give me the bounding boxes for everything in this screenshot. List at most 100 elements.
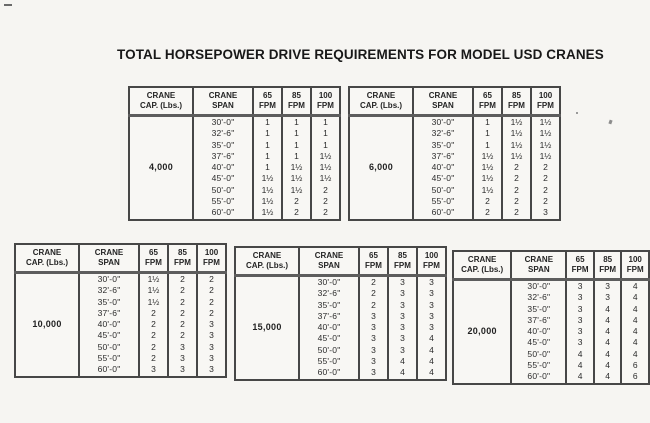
hp-value: 3: [387, 288, 417, 300]
table-row: 15,000 30'-0" 2 3 3: [235, 275, 446, 332]
header-line: CRANE: [467, 255, 497, 264]
hp-value: 3: [196, 341, 226, 354]
hp-value: 4: [620, 303, 649, 315]
hp-value: 2: [167, 272, 197, 286]
hp-value: 2: [501, 184, 531, 197]
header-line: FPM: [571, 265, 589, 274]
table-row: 37'-6" 3 3 3: [235, 310, 446, 323]
table-row: 37'-6" 1 1 1½: [129, 150, 340, 163]
hp-value: 3: [565, 279, 594, 293]
span-value: 30'-0": [78, 272, 139, 286]
hp-value: 2: [167, 330, 197, 342]
hp-value: 3: [565, 303, 594, 315]
table-row: 37'-6" 2 2 2: [15, 307, 226, 320]
hp-value: 1½: [281, 184, 311, 197]
header-line: 65: [263, 91, 272, 100]
hp-value: 1½: [501, 139, 531, 151]
col-header-100-fpm: 100 FPM: [196, 244, 226, 274]
hp-value: 3: [387, 322, 417, 334]
span-value: 32'-6": [510, 292, 567, 304]
hp-value: 3: [416, 288, 446, 300]
hp-value: 1½: [530, 150, 560, 163]
table-row: 32'-6" 3 3 4: [453, 292, 649, 304]
header-line: 65: [369, 251, 378, 260]
hp-value: 1½: [281, 173, 311, 185]
hp-value: 3: [358, 322, 388, 334]
table-row: 50'-0" 1½ 2 2: [349, 184, 560, 197]
hp-value: 3: [358, 310, 388, 323]
table-row: 35'-0" 1 1½ 1½: [349, 139, 560, 151]
table-row: 60'-0" 2 2 3: [349, 207, 560, 220]
hp-value: 1½: [501, 150, 531, 163]
hp-value: 3: [387, 344, 417, 357]
table-row: 60'-0" 3 3 3: [15, 364, 226, 377]
table-row: 4,000 30'-0" 1 1 1: [129, 115, 340, 172]
hp-value: 3: [565, 326, 594, 338]
header-line: CRANE: [252, 251, 282, 260]
span-value: 60'-0": [192, 207, 253, 220]
hp-value: 2: [472, 196, 502, 208]
hp-value: 3: [416, 322, 446, 334]
page-title: TOTAL HORSEPOWER DRIVE REQUIREMENTS FOR …: [117, 47, 604, 62]
header-line: 100: [538, 91, 553, 100]
col-header-crane-cap: CRANE CAP. (Lbs.): [235, 247, 299, 277]
hp-value: 2: [472, 207, 502, 220]
hp-value: 1½: [530, 115, 560, 129]
header-line: FPM: [288, 101, 305, 110]
col-header-65-fpm: 65 FPM: [565, 251, 594, 281]
hp-value: 3: [565, 292, 594, 304]
span-value: 32'-6": [412, 128, 473, 140]
hp-value: 1½: [530, 128, 560, 140]
span-value: 60'-0": [78, 364, 139, 377]
crane-table-10000: CRANE CAP. (Lbs.) CRANE SPAN 65 FPM 85 FPM 100 FP…: [14, 243, 227, 378]
scan-artifact: [576, 112, 578, 114]
capacity-value: 10,000: [32, 319, 62, 330]
table-row: 45'-0" 3 3 4: [235, 333, 446, 345]
span-value: 37'-6": [510, 314, 567, 327]
capacity-value: 20,000: [467, 326, 497, 337]
span-value: 60'-0": [510, 371, 567, 384]
header-line: FPM: [174, 258, 191, 267]
header-line: 65: [575, 255, 585, 264]
table-row: 37'-6" 1½ 1½ 1½: [349, 150, 560, 163]
hp-value: 1½: [472, 184, 502, 197]
hp-value: 3: [196, 330, 226, 342]
hp-value: 6: [620, 371, 649, 384]
hp-value: 3: [358, 344, 388, 357]
hp-value: 4: [416, 344, 446, 357]
hp-value: 1½: [472, 162, 502, 174]
hp-value: 2: [530, 196, 560, 208]
hp-value: 4: [620, 337, 649, 349]
hp-value: 2: [501, 173, 531, 185]
col-header-100-fpm: 100 FPM: [416, 247, 446, 277]
hp-value: 1: [252, 162, 282, 174]
hp-value: 2: [501, 196, 531, 208]
header-line: SPAN: [318, 261, 340, 270]
span-value: 35'-0": [412, 139, 473, 151]
header-line: 85: [292, 91, 301, 100]
header-line: 100: [628, 255, 642, 264]
span-value: 32'-6": [192, 128, 253, 140]
hp-value: 2: [196, 307, 226, 320]
hp-value: 4: [592, 303, 622, 315]
hp-value: 2: [530, 184, 560, 197]
hp-value: 1: [281, 115, 311, 129]
col-header-65-fpm: 65 FPM: [252, 87, 282, 117]
hp-value: 2: [167, 285, 197, 297]
header-line: CRANE: [208, 91, 238, 100]
table-row: 45'-0" 1½ 2 2: [349, 173, 560, 185]
hp-value: 1½: [472, 173, 502, 185]
header-line: SPAN: [528, 265, 550, 274]
table-row: 45'-0" 1½ 1½ 1½: [129, 173, 340, 185]
hp-value: 3: [167, 353, 197, 365]
table-row: 50'-0" 1½ 1½ 2: [129, 184, 340, 197]
span-value: 55'-0": [298, 356, 359, 368]
hp-value: 2: [501, 162, 531, 174]
hp-value: 3: [196, 319, 226, 331]
table-row: 60'-0" 1½ 2 2: [129, 207, 340, 220]
span-value: 45'-0": [510, 337, 567, 349]
scan-artifact: [608, 119, 613, 125]
col-header-crane-span: CRANE SPAN: [298, 247, 359, 277]
hp-value: 1½: [138, 285, 168, 297]
